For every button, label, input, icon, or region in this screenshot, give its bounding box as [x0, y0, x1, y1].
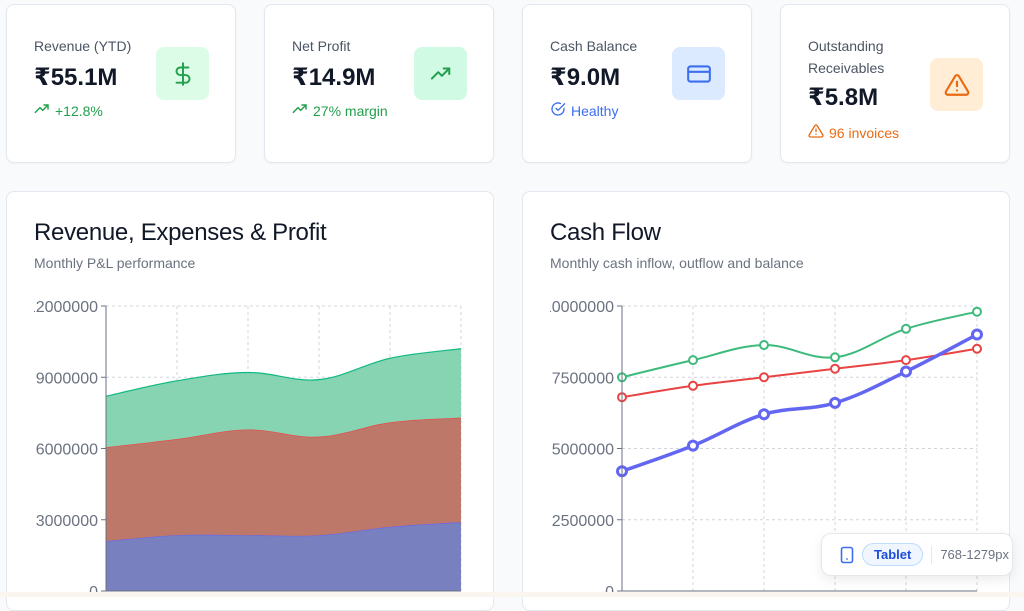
- axis-group: 025000005000000750000010000000: [543, 299, 614, 601]
- kpi-value: ₹14.9M: [292, 64, 376, 91]
- axis-group: 030000006000000900000012000000: [27, 299, 98, 601]
- kpi-card: Revenue (YTD) ₹55.1M +12.8%: [6, 4, 236, 163]
- kpi-subtext: Healthy: [550, 101, 618, 120]
- trend-up-icon: [34, 101, 50, 120]
- y-tick-label: 12000000: [27, 299, 98, 316]
- kpi-subtext-label: +12.8%: [55, 102, 103, 119]
- data-point: [687, 439, 699, 452]
- y-tick-label: 3000000: [36, 513, 98, 530]
- kpi-label: Net Profit: [292, 38, 351, 54]
- chart-subtitle: Monthly P&L performance: [34, 255, 196, 271]
- breakpoint-range: 768-1279px: [940, 547, 1009, 562]
- data-point: [971, 328, 983, 341]
- kpi-value: ₹55.1M: [34, 64, 118, 91]
- warning-icon: [808, 123, 824, 142]
- kpi-label: Outstanding Receivables: [808, 38, 885, 76]
- warning-icon: [930, 58, 983, 111]
- y-tick-label: 2500000: [552, 513, 614, 530]
- divider: [931, 545, 933, 564]
- kpi-value: ₹5.8M: [808, 84, 879, 111]
- pnl-chart-panel: Revenue, Expenses & Profit Monthly P&L p…: [6, 191, 494, 611]
- kpi-card: Cash Balance ₹9.0M Healthy: [522, 4, 752, 163]
- data-point: [829, 396, 841, 409]
- chart-subtitle: Monthly cash inflow, outflow and balance: [550, 255, 804, 271]
- y-tick-label: 9000000: [36, 370, 98, 387]
- line-series-1: [621, 347, 978, 399]
- kpi-subtext-label: 27% margin: [313, 102, 388, 119]
- data-point: [900, 365, 912, 378]
- kpi-subtext: +12.8%: [34, 101, 103, 120]
- kpi-value: ₹9.0M: [550, 64, 621, 91]
- data-point: [901, 355, 911, 366]
- area-series-0: [106, 522, 461, 591]
- y-tick-label: 5000000: [552, 442, 614, 459]
- data-point: [688, 380, 698, 391]
- chart-title: Revenue, Expenses & Profit: [34, 219, 327, 246]
- area-series-line-2: [105, 348, 462, 397]
- data-point: [830, 363, 840, 374]
- bottom-strip: [0, 592, 1024, 597]
- line-series-2: [621, 332, 978, 473]
- data-point: [972, 306, 982, 317]
- credit-card-icon: [672, 47, 725, 100]
- y-tick-label: 7500000: [552, 370, 614, 387]
- kpi-card: Net Profit ₹14.9M 27% margin: [264, 4, 494, 163]
- kpi-subtext-label: Healthy: [571, 102, 619, 119]
- pnl-area-chart: 030000006000000900000012000000: [27, 299, 462, 601]
- chart-title: Cash Flow: [550, 219, 661, 246]
- trend-up-icon: [292, 101, 308, 120]
- dollar-icon: [156, 47, 209, 100]
- breakpoint-label: Tablet: [862, 543, 924, 566]
- trend-up-icon: [414, 47, 467, 100]
- kpi-subtext: 96 invoices: [808, 123, 899, 142]
- kpi-subtext: 27% margin: [292, 101, 388, 120]
- y-tick-label: 6000000: [36, 442, 98, 459]
- data-point: [688, 355, 698, 366]
- check-circle-icon: [550, 101, 566, 120]
- area-series-2: [106, 348, 461, 448]
- data-point: [830, 352, 840, 363]
- data-point: [759, 372, 769, 383]
- data-point: [972, 343, 982, 354]
- breakpoint-indicator: Tablet 768-1279px: [821, 533, 1013, 576]
- y-tick-label: 10000000: [543, 299, 614, 316]
- data-point: [901, 323, 911, 334]
- kpi-card: Outstanding Receivables ₹5.8M 96 invoice…: [780, 4, 1010, 163]
- tablet-icon: [840, 546, 854, 563]
- data-point: [758, 408, 770, 421]
- kpi-label: Revenue (YTD): [34, 38, 132, 54]
- area-series-1: [106, 417, 461, 542]
- line-series-0: [621, 310, 978, 379]
- kpi-label: Cash Balance: [550, 38, 638, 54]
- data-point: [759, 340, 769, 351]
- kpi-subtext-label: 96 invoices: [829, 124, 900, 141]
